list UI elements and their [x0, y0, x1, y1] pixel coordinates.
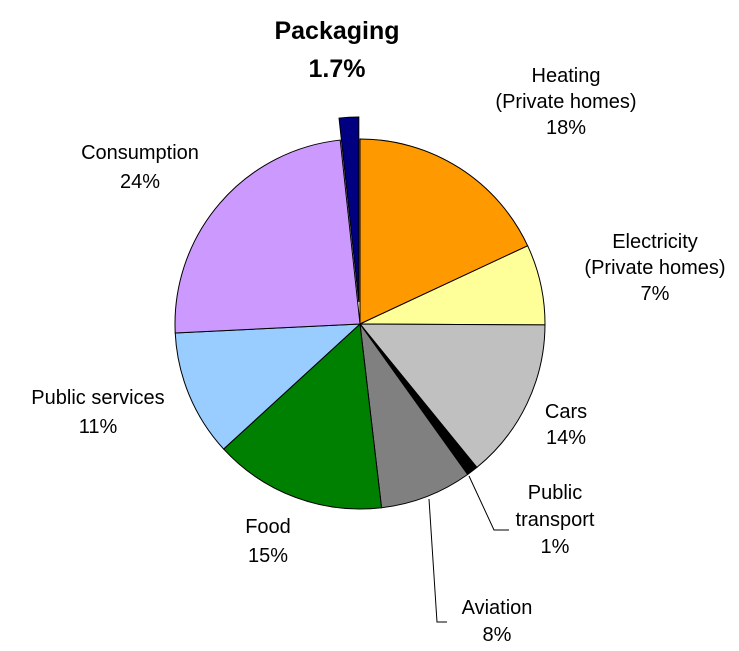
- slice-name-label: Food: [245, 516, 291, 538]
- slice-label-aviation: Aviation 8%: [462, 597, 533, 646]
- slice-label-public-transport: Public transport 1%: [516, 482, 595, 558]
- slice-value-label: 11%: [79, 416, 118, 438]
- slice-value-label: 1%: [541, 536, 570, 558]
- slice-name-label: Electricity: [612, 231, 698, 253]
- slice-value-label: 24%: [120, 171, 160, 193]
- pie-slice-food: [222, 322, 383, 510]
- slice-value-label: 14%: [546, 427, 586, 449]
- slice-name-label: Packaging: [274, 17, 399, 45]
- slice-name-label: Public: [528, 482, 582, 504]
- slice-label-public-services: Public services 11%: [31, 387, 164, 438]
- slice-name-label: transport: [516, 509, 595, 531]
- slice-label-cars: Cars 14%: [545, 401, 587, 449]
- slice-label-packaging: Packaging 1.7%: [274, 17, 399, 83]
- pie-slice-heating-private-homes: [359, 138, 529, 325]
- slice-name-label: Consumption: [81, 142, 199, 164]
- slice-name-label: Public services: [31, 387, 164, 409]
- slice-name-label: Cars: [545, 401, 587, 423]
- pie-slices: [174, 116, 546, 510]
- leader-line-public-transport: [468, 475, 509, 531]
- leader-line-aviation: [428, 498, 447, 623]
- slice-name-label: (Private homes): [584, 257, 725, 279]
- slice-label-electricity-private-homes: Electricity (Private homes) 7%: [584, 231, 725, 305]
- pie-slice-consumption: [174, 139, 361, 334]
- slice-label-heating-private-homes: Heating (Private homes) 18%: [495, 65, 636, 139]
- pie-slice-aviation: [359, 323, 469, 509]
- slice-name-label: (Private homes): [495, 91, 636, 113]
- slice-value-label: 8%: [483, 624, 512, 646]
- leader-lines: [428, 475, 509, 623]
- pie-slice-public-services: [174, 323, 362, 450]
- slice-value-label: 18%: [546, 117, 586, 139]
- slice-name-label: Aviation: [462, 597, 533, 619]
- slice-label-consumption: Consumption 24%: [81, 142, 199, 193]
- pie-slice-packaging: [338, 116, 360, 303]
- slice-labels: Heating (Private homes) 18% Electricity (Pri…: [31, 17, 725, 646]
- slice-value-label: 7%: [641, 283, 670, 305]
- slice-label-food: Food 15%: [245, 516, 291, 567]
- slice-value-label: 1.7%: [309, 55, 366, 83]
- pie-slice-cars: [358, 323, 546, 469]
- slice-name-label: Heating: [532, 65, 601, 87]
- slice-value-label: 15%: [248, 545, 288, 567]
